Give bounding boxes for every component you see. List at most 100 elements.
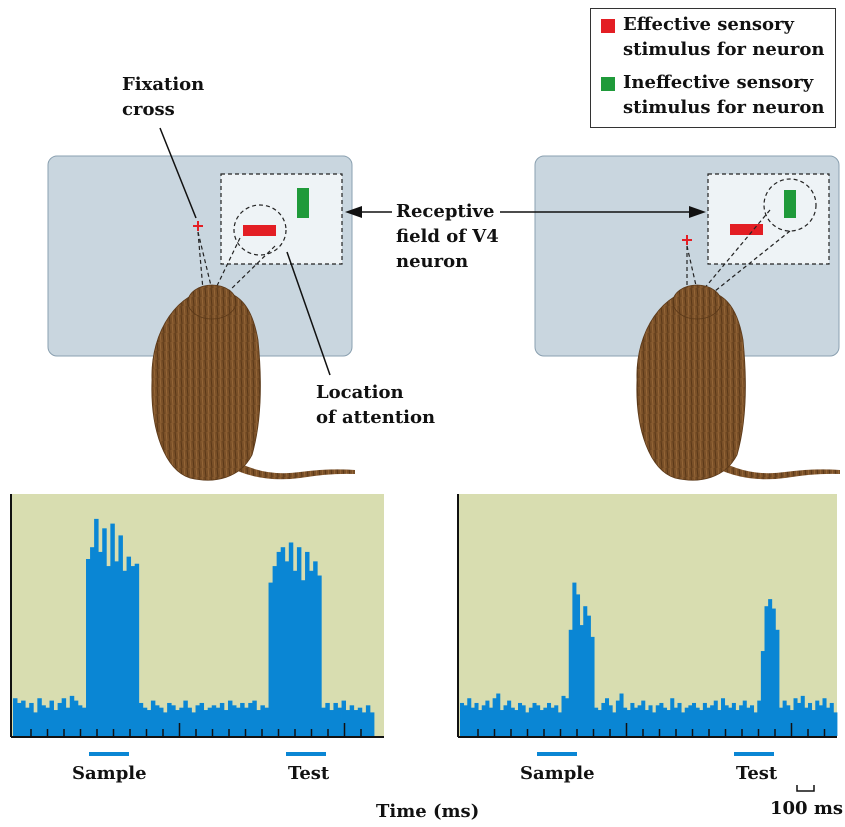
histogram-bar — [276, 551, 282, 736]
histogram-bar — [648, 705, 653, 736]
fixation-cross-label-line2: cross — [122, 99, 175, 120]
histogram-bar — [702, 702, 707, 736]
histogram-bar — [227, 700, 233, 736]
histogram-bar — [17, 702, 22, 736]
histogram-bar — [341, 700, 347, 736]
histogram-bar — [69, 695, 75, 736]
histogram-bar — [750, 705, 755, 736]
histogram-bar — [626, 710, 631, 736]
histogram-bar — [134, 563, 140, 736]
histogram-bar — [138, 702, 144, 736]
left-test-period-bar — [286, 752, 326, 756]
histogram-bar — [463, 705, 468, 736]
histogram-bar — [601, 702, 606, 736]
left-effective-stimulus — [243, 225, 276, 236]
right-test-period-bar — [734, 752, 774, 756]
histogram-left-ticks — [30, 723, 362, 737]
histogram-bar — [187, 707, 192, 736]
histogram-bar — [583, 606, 588, 736]
legend-effective-swatch — [601, 19, 615, 33]
histogram-bar — [365, 705, 371, 736]
scale-bar — [796, 785, 815, 792]
histogram-bar — [808, 702, 813, 736]
histogram-bar — [496, 693, 501, 736]
histogram-bar — [195, 705, 200, 736]
histogram-bar — [305, 551, 310, 736]
histogram-bar — [256, 710, 261, 736]
right-ineffective-stimulus — [784, 190, 796, 218]
histogram-bar — [183, 700, 188, 736]
histogram-bar — [557, 712, 562, 736]
histogram-bar — [706, 707, 711, 736]
histogram-bar — [673, 707, 678, 736]
histogram-bar — [106, 566, 111, 736]
histogram-bar — [536, 705, 541, 736]
histogram-bar — [663, 707, 668, 736]
histogram-bar — [728, 707, 733, 736]
receptive-field-label-line3: neuron — [396, 251, 469, 272]
histogram-bar — [167, 702, 172, 736]
histogram-bar — [710, 705, 715, 736]
histogram-bar — [53, 710, 59, 736]
histogram-bar — [175, 710, 180, 736]
histogram-bar — [554, 705, 559, 736]
histogram-bar — [223, 710, 229, 736]
histogram-bar — [122, 570, 127, 736]
histogram-bar — [489, 707, 494, 736]
left-fixation-cross — [193, 221, 203, 231]
histogram-bar — [150, 700, 156, 736]
histogram-bar — [236, 707, 241, 736]
histogram-bar — [760, 651, 765, 736]
histogram-bar — [81, 707, 87, 736]
histogram-bar — [699, 710, 704, 736]
right-test-label: Test — [736, 763, 778, 784]
histogram-bar — [499, 710, 504, 736]
histogram-bar — [163, 712, 168, 736]
fixation-cross-label-line1: Fixation — [122, 74, 205, 95]
histogram-bar — [521, 705, 526, 736]
histogram-bar — [768, 599, 773, 736]
histogram-bar — [45, 707, 50, 736]
histogram-bar — [470, 707, 475, 736]
histogram-bar — [514, 710, 519, 736]
histogram-bar — [677, 702, 682, 736]
histogram-bar — [357, 707, 363, 736]
histogram-bar — [594, 707, 599, 736]
histogram-bar — [576, 594, 581, 736]
histogram-bar — [797, 702, 802, 736]
histogram-bar — [86, 559, 91, 736]
histogram-bar — [659, 702, 664, 736]
histogram-bar — [321, 707, 326, 736]
histogram-bar — [829, 702, 834, 736]
histogram-bar — [590, 636, 595, 736]
histogram-bar — [568, 629, 573, 736]
legend-ineffective-line1: Ineffective sensory — [623, 72, 814, 93]
histogram-bar — [775, 629, 780, 736]
histogram-bar — [764, 606, 769, 736]
right-fixation-cross — [682, 235, 692, 245]
histogram-bar — [126, 556, 132, 736]
histogram-bar — [325, 702, 330, 736]
histogram-bar — [240, 702, 245, 736]
histogram-bar — [478, 710, 483, 736]
histogram-bar — [644, 710, 649, 736]
histogram-bar — [713, 700, 718, 736]
histogram-bar — [619, 693, 624, 736]
histogram-bar — [822, 698, 827, 736]
histogram-bar — [474, 702, 479, 736]
right-gaze-lines — [686, 209, 791, 296]
histogram-bar — [735, 710, 740, 736]
histogram-bar — [681, 712, 686, 736]
histogram-bar — [154, 705, 160, 736]
left-receptive-field-box — [220, 173, 343, 265]
rf-arrow-left-head — [345, 206, 362, 218]
histogram-bar — [300, 580, 306, 736]
histogram-bar — [57, 702, 63, 736]
histogram-bar — [630, 702, 635, 736]
histogram-bar — [159, 707, 164, 736]
histogram-bar — [528, 707, 533, 736]
legend-effective-line2: stimulus for neuron — [623, 39, 825, 60]
histogram-bar — [637, 705, 642, 736]
histogram-bar — [666, 710, 671, 736]
